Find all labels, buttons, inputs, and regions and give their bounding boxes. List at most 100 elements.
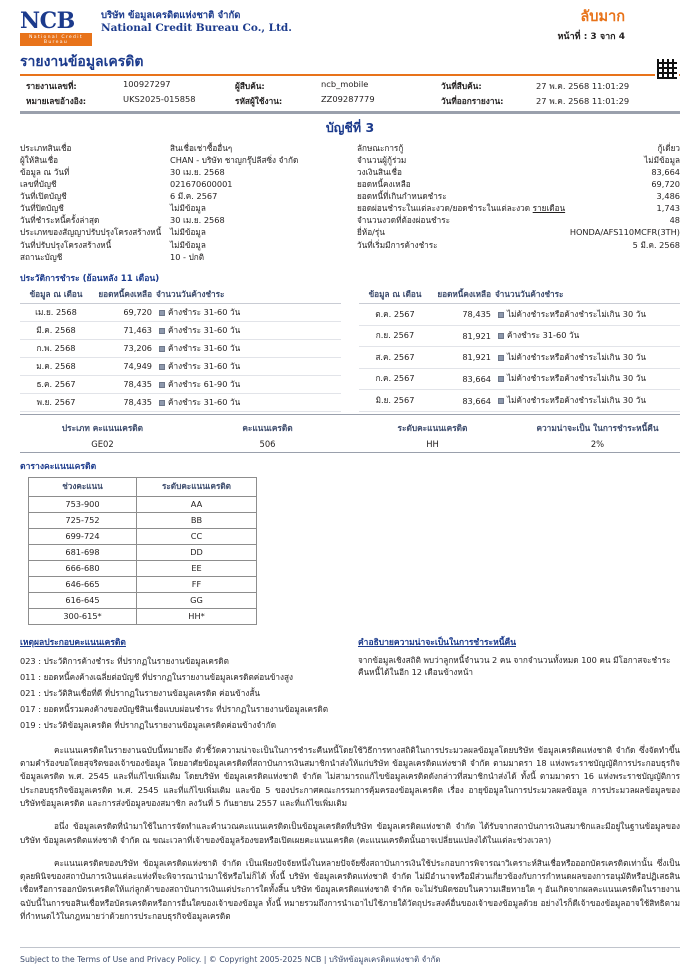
table-row: ส.ค. 2567 81,921 ไม่ค้างชำระหรือค้างชำระไม… (359, 346, 680, 369)
detail-label: วันที่ปิดบัญชี (20, 203, 64, 214)
account-detail-row: วันที่เริ่มมีการค้างชำระ 5 มี.ค. 2568 (357, 239, 680, 251)
detail-label: สถานะบัญชี (20, 251, 63, 262)
explanation-column: คำอธิบายความน่าจะเป็นในการชำระหนี้คืน จา… (358, 635, 680, 734)
cell-status: ค้างชำระ 31-60 วัน (154, 303, 341, 322)
ncb-logo: NCB National Credit Bureau (20, 10, 94, 46)
cell-month: มิ.ย. 2567 (359, 389, 431, 412)
cell-score-grade: FF (136, 575, 257, 593)
account-title: บัญชีที่ 3 (325, 119, 375, 135)
cell-status: ไม่ค้างชำระหรือค้างชำระไม่เกิน 30 วัน (493, 389, 680, 412)
table-header-row: ช่วงคะแนน ระดับคะแนนเครดิต (28, 476, 257, 497)
cell-score-range: 616-645 (28, 591, 137, 609)
col-score-range: ช่วงคะแนน (28, 476, 137, 497)
page-number: หน้าที่ : 3 จาก 4 (557, 31, 625, 42)
account-detail-row: วันที่ปรับปรุงโครงสร้างหนี้ ไม่มีข้อมูล (20, 239, 343, 251)
header-right: ลับมาก หน้าที่ : 3 จาก 4 (557, 9, 680, 43)
payment-history-title: ประวัติการชำระ (ย้อนหลัง 11 เดือน) (20, 273, 160, 284)
reason-item: 023 : ประวัติการค้างชำระ ที่ปรากฏในรายงา… (20, 655, 229, 666)
table-header-row: ข้อมูล ณ เดือน ยอดหนี้คงเหลือ จำนวนวันค้… (359, 286, 680, 304)
page-header: NCB National Credit Bureau บริษัท ข้อมูล… (20, 9, 680, 46)
table-row: 725-752 BB (28, 511, 257, 529)
score-grade-table: ช่วงคะแนน ระดับคะแนนเครดิต 753-900 AA 725-… (28, 476, 257, 625)
col-balance: ยอดหนี้คงเหลือ (92, 286, 154, 304)
detail-label: ข้อมูล ณ วันที่ (20, 166, 70, 177)
status-square-icon (159, 327, 165, 334)
detail-value: 83,664 (651, 166, 680, 177)
account-details: ประเภทสินเชื่อ สินเชื่อเช่าซื้ออื่นๆ ผู้ให… (20, 142, 680, 263)
detail-value: 30 เม.ย. 2568 (170, 166, 225, 177)
legal-paragraph: คะแนนเครดิตของบริษัท ข้อมูลเครดิตแห่งชาต… (20, 857, 680, 921)
detail-label: ลักษณะการกู้ (357, 142, 404, 153)
cell-month: ส.ค. 2567 (359, 346, 431, 369)
col-days-overdue: จำนวนวันค้างชำระ (493, 286, 680, 304)
detail-value: 48 (669, 215, 680, 226)
cell-month: ก.ค. 2567 (359, 368, 431, 391)
table-row: มี.ค. 2568 71,463 ค้างชำระ 31-60 วัน (20, 321, 341, 340)
table-row: เม.ย. 2568 69,720 ค้างชำระ 31-60 วัน (20, 303, 341, 322)
cell-score-grade: BB (136, 511, 257, 529)
detail-label: เลขที่บัญชี (20, 178, 57, 189)
status-square-icon (498, 311, 504, 318)
table-header-row: ข้อมูล ณ เดือน ยอดหนี้คงเหลือ จำนวนวันค้… (20, 286, 341, 304)
account-detail-row: สถานะบัญชี 10 - ปกติ (20, 251, 343, 263)
col-days-overdue: จำนวนวันค้างชำระ (154, 286, 341, 304)
table-row: ต.ค. 2567 78,435 ไม่ค้างชำระหรือค้างชำระไม… (359, 303, 680, 326)
table-row: 681-698 DD (28, 543, 257, 561)
cell-month: ธ.ค. 2567 (20, 375, 92, 394)
requester-label: ผู้สืบค้น: (235, 80, 265, 91)
detail-value: กู้เดี่ยว (657, 142, 680, 153)
score-header-row: ประเภท คะแนนเครดิต คะแนนเครดิต ระดับคะแน… (20, 415, 680, 437)
account-detail-row: เลขที่บัญชี 021670600001 (20, 178, 343, 190)
account-detail-row: ยอดหนี้คงเหลือ 69,720 (357, 178, 680, 190)
detail-label: วันที่เปิดบัญชี (20, 191, 67, 202)
cell-status: ค้างชำระ 31-60 วัน (154, 393, 341, 412)
detail-label: วงเงินสินเชื่อ (357, 166, 402, 177)
status-square-icon (498, 376, 504, 383)
score-value-label: คะแนนเครดิต (242, 422, 293, 433)
detail-value: CHAN - บริษัท ชาญกรุ๊ปลีสซิ่ง จำกัด (170, 154, 299, 165)
reason-item: 011 : ยอดหนี้คงค้างเฉลี่ยต่อบัญชี ที่ปรา… (20, 671, 293, 682)
explanation-text: จากข้อมูลเชิงสถิติ พบว่าลูกหนี้จำนวน 2 ค… (358, 654, 671, 678)
cell-status: ค้างชำระ 61-90 วัน (154, 375, 341, 394)
footer-text: Subject to the Terms of Use and Privacy … (20, 954, 680, 966)
account-detail-row: วันที่ปิดบัญชี ไม่มีข้อมูล (20, 202, 343, 214)
company-name-en: National Credit Bureau Co., Ltd. (101, 21, 292, 34)
col-score-grade: ระดับคะแนนเครดิต (136, 476, 257, 497)
table-row: 616-645 GG (28, 591, 257, 609)
detail-value: 021670600001 (170, 178, 233, 189)
status-square-icon (498, 354, 504, 361)
account-detail-row: ประเภทสินเชื่อ สินเชื่อเช่าซื้ออื่นๆ (20, 142, 343, 154)
cell-score-range: 681-698 (28, 543, 137, 561)
score-value-row: GE02 506 HH 2% (20, 437, 680, 452)
report-meta: รายงานเลขที่: 100927297 ผู้สืบค้น: ncb_m… (20, 76, 680, 111)
cell-balance: 83,664 (431, 368, 493, 391)
detail-value: ไม่มีข้อมูล (170, 203, 206, 214)
cell-score-range: 753-900 (28, 495, 137, 513)
cell-score-grade: AA (136, 495, 257, 513)
account-detail-row: ลักษณะการกู้ กู้เดี่ยว (357, 142, 680, 154)
cell-status: ค้างชำระ 31-60 วัน (154, 357, 341, 376)
detail-label: วันที่เริ่มมีการค้างชำระ (357, 239, 438, 250)
cell-balance: 78,435 (92, 393, 154, 412)
report-no-value: 100927297 (123, 78, 171, 89)
cell-month: มี.ค. 2568 (20, 321, 92, 340)
reason-item: 021 : ประวัติสินเชื่อที่ดี ที่ปรากฏในราย… (20, 687, 260, 698)
score-grade-value: HH (426, 438, 439, 449)
table-row: 646-665 FF (28, 575, 257, 593)
cell-month: พ.ย. 2567 (20, 393, 92, 412)
score-type-value: GE02 (91, 438, 114, 449)
detail-label: จำนวนงวดที่ต้องผ่อนชำระ (357, 215, 450, 226)
cell-score-grade: CC (136, 527, 257, 545)
table-row: 699-724 CC (28, 527, 257, 545)
reasons-explanation-section: เหตุผลประกอบคะแนนเครดิต 023 : ประวัติการ… (20, 635, 680, 734)
explanation-title: คำอธิบายความน่าจะเป็นในการชำระหนี้คืน (358, 637, 517, 648)
user-code-label: รหัสผู้ใช้งาน: (235, 95, 283, 106)
cell-balance: 78,435 (431, 303, 493, 326)
detail-value: 1,743 (656, 203, 680, 214)
cell-score-range: 699-724 (28, 527, 137, 545)
logo-subbar-text: National Credit Bureau (20, 33, 92, 46)
cell-score-range: 725-752 (28, 511, 137, 529)
payment-history-table-right: ข้อมูล ณ เดือน ยอดหนี้คงเหลือ จำนวนวันค้… (359, 286, 680, 412)
status-square-icon (498, 333, 504, 340)
report-no-label: รายงานเลขที่: (26, 80, 77, 91)
